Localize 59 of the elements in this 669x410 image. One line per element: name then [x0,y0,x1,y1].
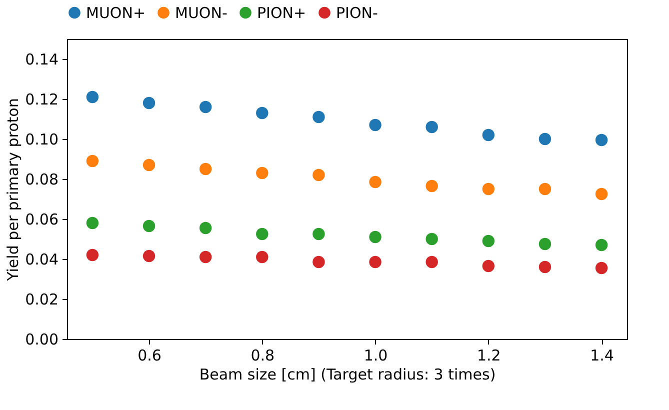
point [256,250,268,264]
point [312,110,325,124]
legend-label: PION+ [257,4,306,22]
point [595,262,608,274]
point [86,248,99,262]
point [142,250,156,262]
point [86,90,99,104]
y-tick-label: 0.02 [25,290,58,308]
point [482,234,495,248]
x-tick-label: 0.8 [250,346,275,364]
point [426,180,438,192]
point [199,222,212,234]
point [482,128,495,142]
x-tick-label: 1.0 [364,346,388,364]
legend-label: PION- [336,4,378,22]
point [142,158,156,172]
point [86,154,99,168]
legend-label: MUON+ [86,4,146,22]
point [256,166,268,180]
point [369,230,382,244]
point [312,168,325,182]
legend-label: MUON- [175,4,228,22]
point [312,256,325,268]
point [142,220,156,232]
point [369,176,382,188]
x-axis-title: Beam size [cm] (Target radius: 3 times) [199,366,496,384]
point [256,106,268,120]
point [538,132,552,146]
point [142,96,156,110]
point [595,188,608,200]
point [595,238,608,252]
y-tick-label: 0.12 [25,90,58,108]
y-tick-label: 0.10 [25,130,58,148]
point [426,120,438,134]
point [482,260,495,272]
point [312,228,325,240]
point [426,232,438,246]
point [199,100,212,114]
point [199,250,212,264]
x-tick-label: 1.4 [590,346,614,364]
y-tick-label: 0.06 [25,210,58,228]
y-tick-label: 0.08 [25,170,58,188]
point [595,134,608,146]
point [369,256,382,268]
point [86,216,99,230]
point [538,238,552,250]
point [538,260,552,274]
point [369,118,382,132]
x-tick-label: 1.2 [476,346,501,364]
point [482,182,495,196]
y-tick-label: 0.04 [25,250,58,268]
y-axis-title: Yield per primary proton [4,98,22,282]
x-tick-label: 0.6 [138,346,162,364]
point [538,182,552,196]
point [426,256,438,268]
point [256,228,268,240]
y-tick-label: 0.00 [25,330,58,348]
point [199,162,212,176]
y-tick-label: 0.14 [25,50,58,68]
